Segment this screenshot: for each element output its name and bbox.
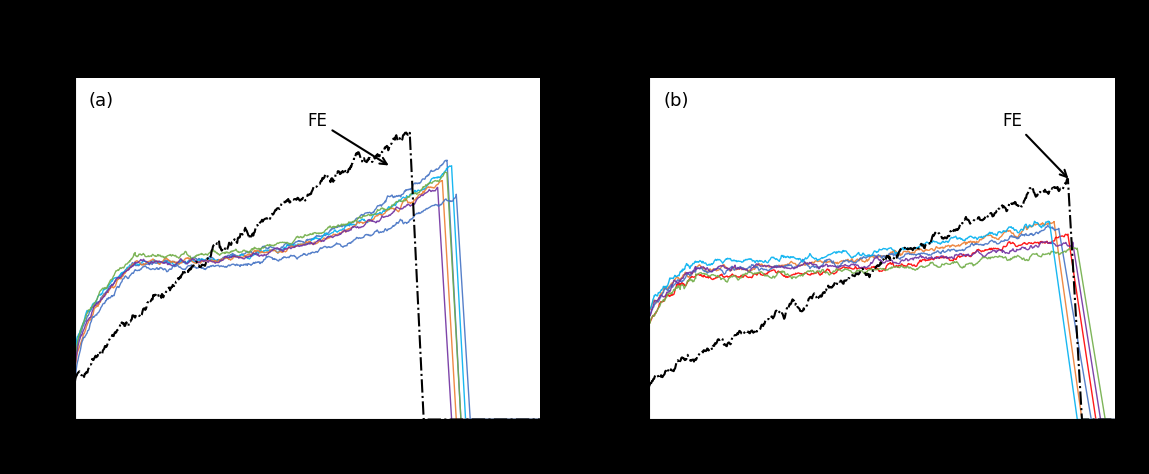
Text: (a): (a) (88, 92, 114, 110)
X-axis label: Displacement [mm]: Displacement [mm] (224, 449, 391, 464)
Text: Tailored: Tailored (811, 31, 912, 51)
Text: Fully Hardened: Fully Hardened (209, 31, 400, 51)
Text: FE: FE (1003, 112, 1066, 177)
X-axis label: Displacement [mm]: Displacement [mm] (799, 449, 965, 464)
Y-axis label: Load [kN]: Load [kN] (26, 207, 41, 291)
Text: (b): (b) (663, 92, 688, 110)
Text: FE: FE (308, 112, 387, 164)
Y-axis label: Load [kN]: Load [kN] (601, 207, 616, 291)
